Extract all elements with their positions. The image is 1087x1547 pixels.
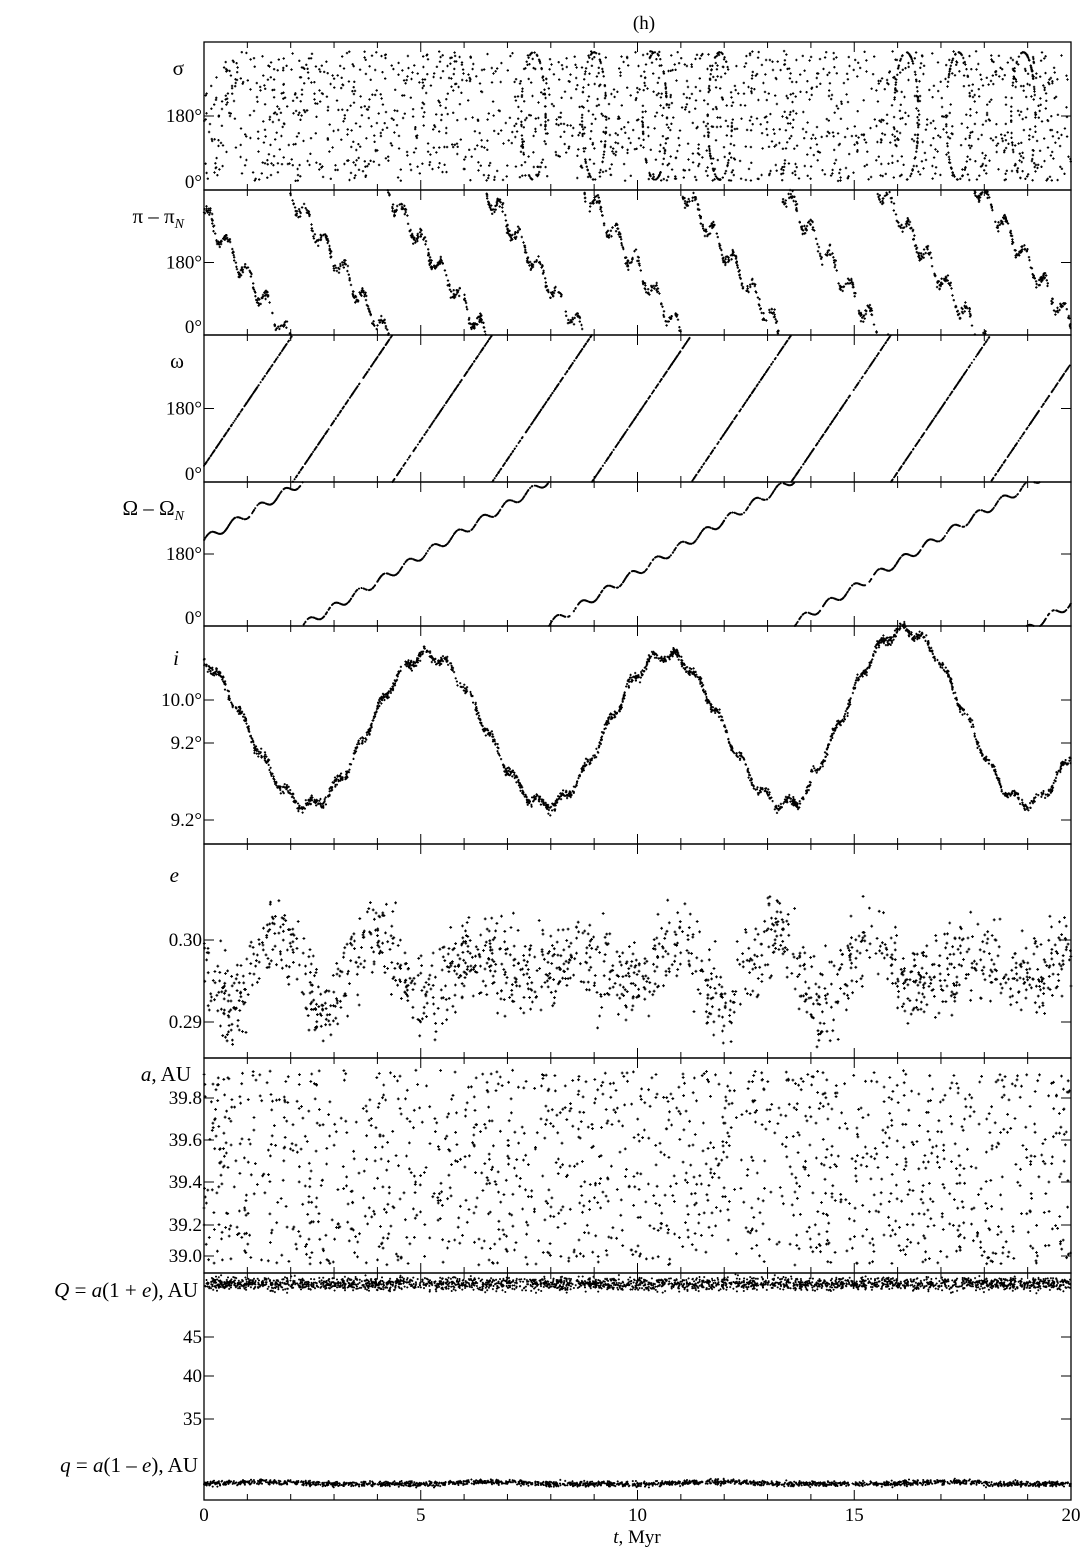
y-tick-label: 0°	[185, 317, 202, 338]
y-tick-label: 180°	[166, 399, 202, 420]
x-axis: 0 5 10 15 20	[199, 1505, 1080, 1526]
panel-label: Q = a(1 + e), AU	[54, 1278, 198, 1302]
panel-frame	[203, 1272, 1072, 1501]
panel-Qq: 45 40 35 Q = a(1 + e), AU q = a(1 – e), AU	[54, 1272, 1072, 1501]
y-tick-label: 10.0°	[161, 690, 202, 711]
y-tick-label: 40	[183, 1366, 202, 1387]
panel-label: e	[170, 863, 179, 887]
panel-frame	[203, 481, 1072, 627]
panel-incl: 10.0° 9.2° 9.2° i	[161, 620, 1072, 845]
x-axis-label: t, Myr	[613, 1527, 661, 1547]
panel-frame	[203, 625, 1072, 845]
panel-label: σ	[173, 56, 184, 80]
y-tick-label: 39.2	[169, 1215, 202, 1236]
panel-label: q = a(1 – e), AU	[60, 1453, 198, 1477]
y-tick-label: 45	[183, 1327, 202, 1348]
panel-Omega: 180° 0° Ω – ΩN	[122, 481, 1072, 629]
panel-label: Ω – ΩN	[122, 496, 184, 524]
y-tick-label: 35	[183, 1409, 202, 1430]
y-tick-label: 39.8	[169, 1088, 202, 1109]
y-tick-label: 180°	[166, 544, 202, 565]
y-tick-label: 0°	[185, 608, 202, 629]
x-tick-label: 15	[845, 1505, 864, 1526]
y-tick-label: 0°	[185, 172, 202, 193]
y-tick-label: 180°	[166, 253, 202, 274]
x-tick-label: 0	[199, 1505, 209, 1526]
panel-label: ω	[170, 349, 184, 373]
panel-label: i	[173, 646, 179, 670]
x-tick-label: 5	[416, 1505, 426, 1526]
panel-tag: (h)	[633, 13, 655, 34]
x-tick-label: 20	[1062, 1505, 1081, 1526]
y-tick-label: 9.2°	[171, 810, 202, 831]
panel-label: π – πN	[132, 204, 184, 232]
panel-sigma: 180° 0° σ	[166, 41, 1072, 193]
panel-label: a, AU	[141, 1062, 191, 1086]
x-tick-label: 10	[628, 1505, 647, 1526]
y-tick-label: 0°	[185, 464, 202, 485]
panel-omega: 180° 0° ω	[166, 334, 1072, 485]
panel-ecc: 0.30 0.29 e	[169, 843, 1073, 1059]
y-tick-label: 39.6	[169, 1130, 202, 1151]
y-tick-label: 0.29	[169, 1012, 202, 1033]
panel-frame	[203, 1057, 1072, 1274]
panel-semi: 39.8 39.6 39.4 39.2 39.0 a, AU	[141, 1057, 1072, 1274]
panel-frame	[203, 843, 1072, 1059]
panel-frame	[203, 189, 1072, 336]
y-tick-label: 180°	[166, 106, 202, 127]
panel-pi: 180° 0° π – πN	[132, 188, 1072, 338]
y-tick-label: 39.4	[169, 1172, 203, 1193]
y-tick-label: 39.0	[169, 1246, 202, 1267]
y-tick-label: 9.2°	[171, 733, 202, 754]
panel-frame	[203, 41, 1072, 191]
y-tick-label: 0.30	[169, 930, 202, 951]
